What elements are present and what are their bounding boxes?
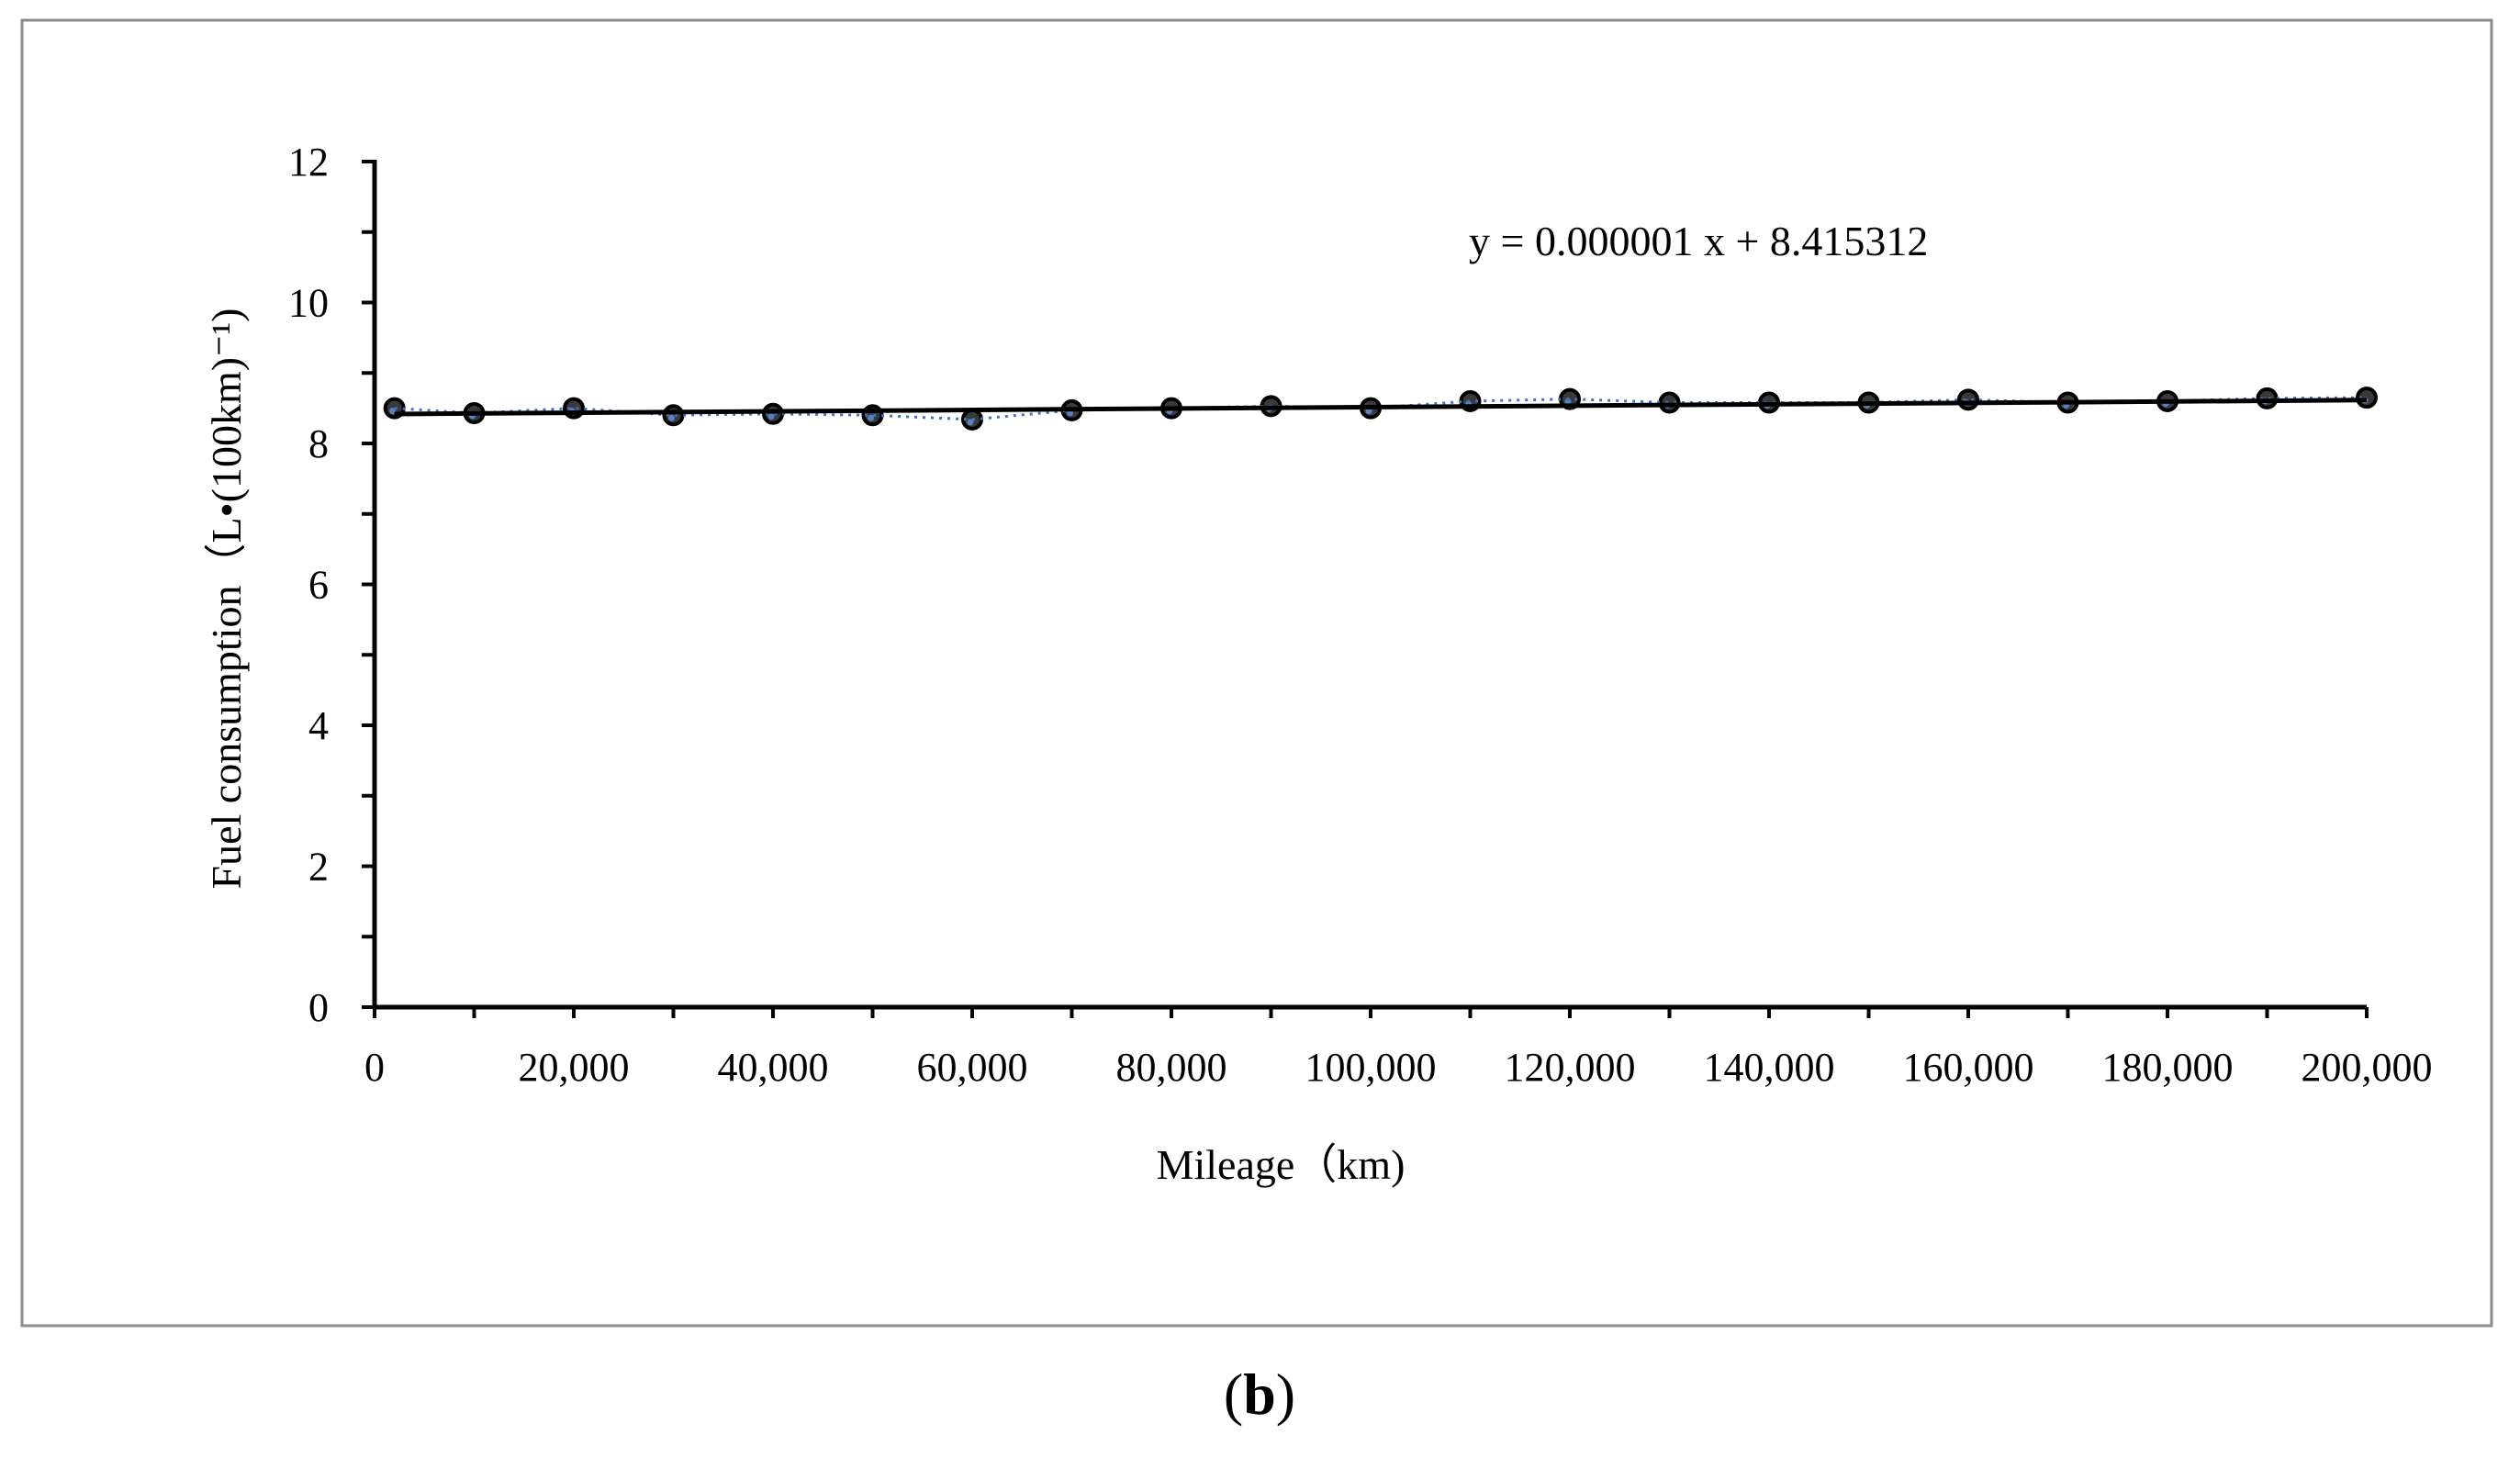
trendline-equation: y = 0.000001 x + 8.415312 [1469,218,1928,264]
data-point-highlight [668,414,675,421]
panel-label-letter: b [1243,1362,1276,1427]
figure-frame [20,18,2493,1328]
y-tick-label-2: 2 [308,845,329,890]
y-tick-label-0: 0 [308,985,329,1030]
data-point-highlight [767,413,775,420]
x-tick-label-0: 0 [364,1045,385,1090]
x-tick-label-60000: 60,000 [917,1045,1028,1090]
x-tick-label-180000: 180,000 [2102,1045,2234,1090]
x-axis-tick-labels: 0 20,000 40,000 60,000 80,000 100,000 120,000 1… [364,1045,2433,1090]
x-tick-label-40000: 40,000 [718,1045,829,1090]
y-tick-label-8: 8 [308,421,329,466]
y-tick-label-4: 4 [308,703,329,748]
y-axis-tick-labels: 0 2 4 6 8 10 12 [288,140,329,1030]
panel-label: (b) [1224,1362,1295,1427]
data-point [1957,388,1979,411]
y-tick-label-6: 6 [308,563,329,608]
data-point-highlight [967,419,974,426]
x-tick-label-200000: 200,000 [2302,1045,2433,1090]
trend-line [394,398,2368,417]
x-tick-label-100000: 100,000 [1305,1045,1437,1090]
x-tick-label-80000: 80,000 [1116,1045,1227,1090]
x-tick-label-140000: 140,000 [1704,1045,1835,1090]
y-axis-title: Fuel consumption（L•(100km)⁻¹) [203,308,250,890]
data-point-highlight [389,408,397,415]
data-point-highlight [868,414,874,421]
x-tick-label-20000: 20,000 [519,1045,630,1090]
y-tick-label-10: 10 [288,281,329,326]
x-axis-title: Mileage（km) [1157,1141,1406,1188]
x-tick-label-120000: 120,000 [1505,1045,1636,1090]
y-tick-label-12: 12 [288,140,329,185]
x-tick-label-160000: 160,000 [1903,1045,2034,1090]
